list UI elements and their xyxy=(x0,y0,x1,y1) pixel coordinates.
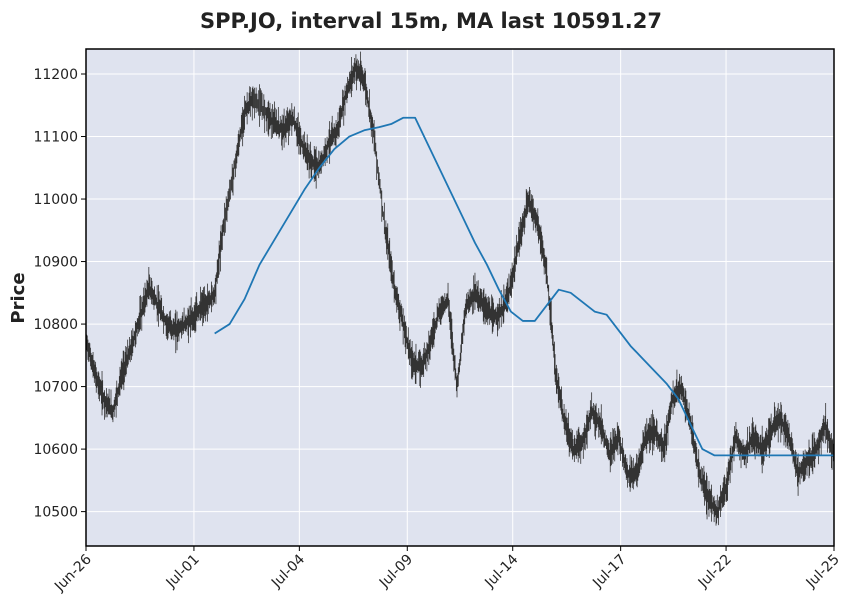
y-tick-label: 10800 xyxy=(33,317,78,333)
x-axis-ticks: Jun-26 Jul-01 Jul-04 Jul-09 Jul-14 Jul-17 Jul-… xyxy=(51,546,843,595)
plot-background xyxy=(86,49,834,546)
y-axis-ticks: 10500 10600 10700 10800 10900 11000 11100 11200 xyxy=(33,67,86,521)
x-tick-label: Jul-09 xyxy=(376,552,416,592)
y-tick-label: 11200 xyxy=(33,67,78,83)
moving-average-series xyxy=(214,116,834,457)
y-tick-label: 10900 xyxy=(33,255,78,271)
x-tick-label: Jul-01 xyxy=(163,552,203,592)
chart-title: SPP.JO, interval 15m, MA last 10591.27 xyxy=(200,9,662,33)
x-tick-label: Jul-14 xyxy=(481,551,521,591)
plot-frame xyxy=(85,48,835,547)
y-axis-label: Price xyxy=(8,272,29,323)
x-tick-label: Jul-22 xyxy=(695,552,735,592)
y-tick-label: 11000 xyxy=(33,192,78,208)
y-tick-label: 11100 xyxy=(33,130,78,146)
x-tick-label: Jul-17 xyxy=(589,552,629,592)
y-tick-label: 10700 xyxy=(33,380,78,396)
y-tick-label: 10500 xyxy=(33,505,78,521)
x-tick-label: Jul-25 xyxy=(803,552,843,592)
moving-average-line xyxy=(214,116,834,457)
x-tick-label: Jun-26 xyxy=(51,551,95,595)
x-tick-label: Jul-04 xyxy=(268,551,308,591)
y-tick-label: 10600 xyxy=(33,442,78,458)
